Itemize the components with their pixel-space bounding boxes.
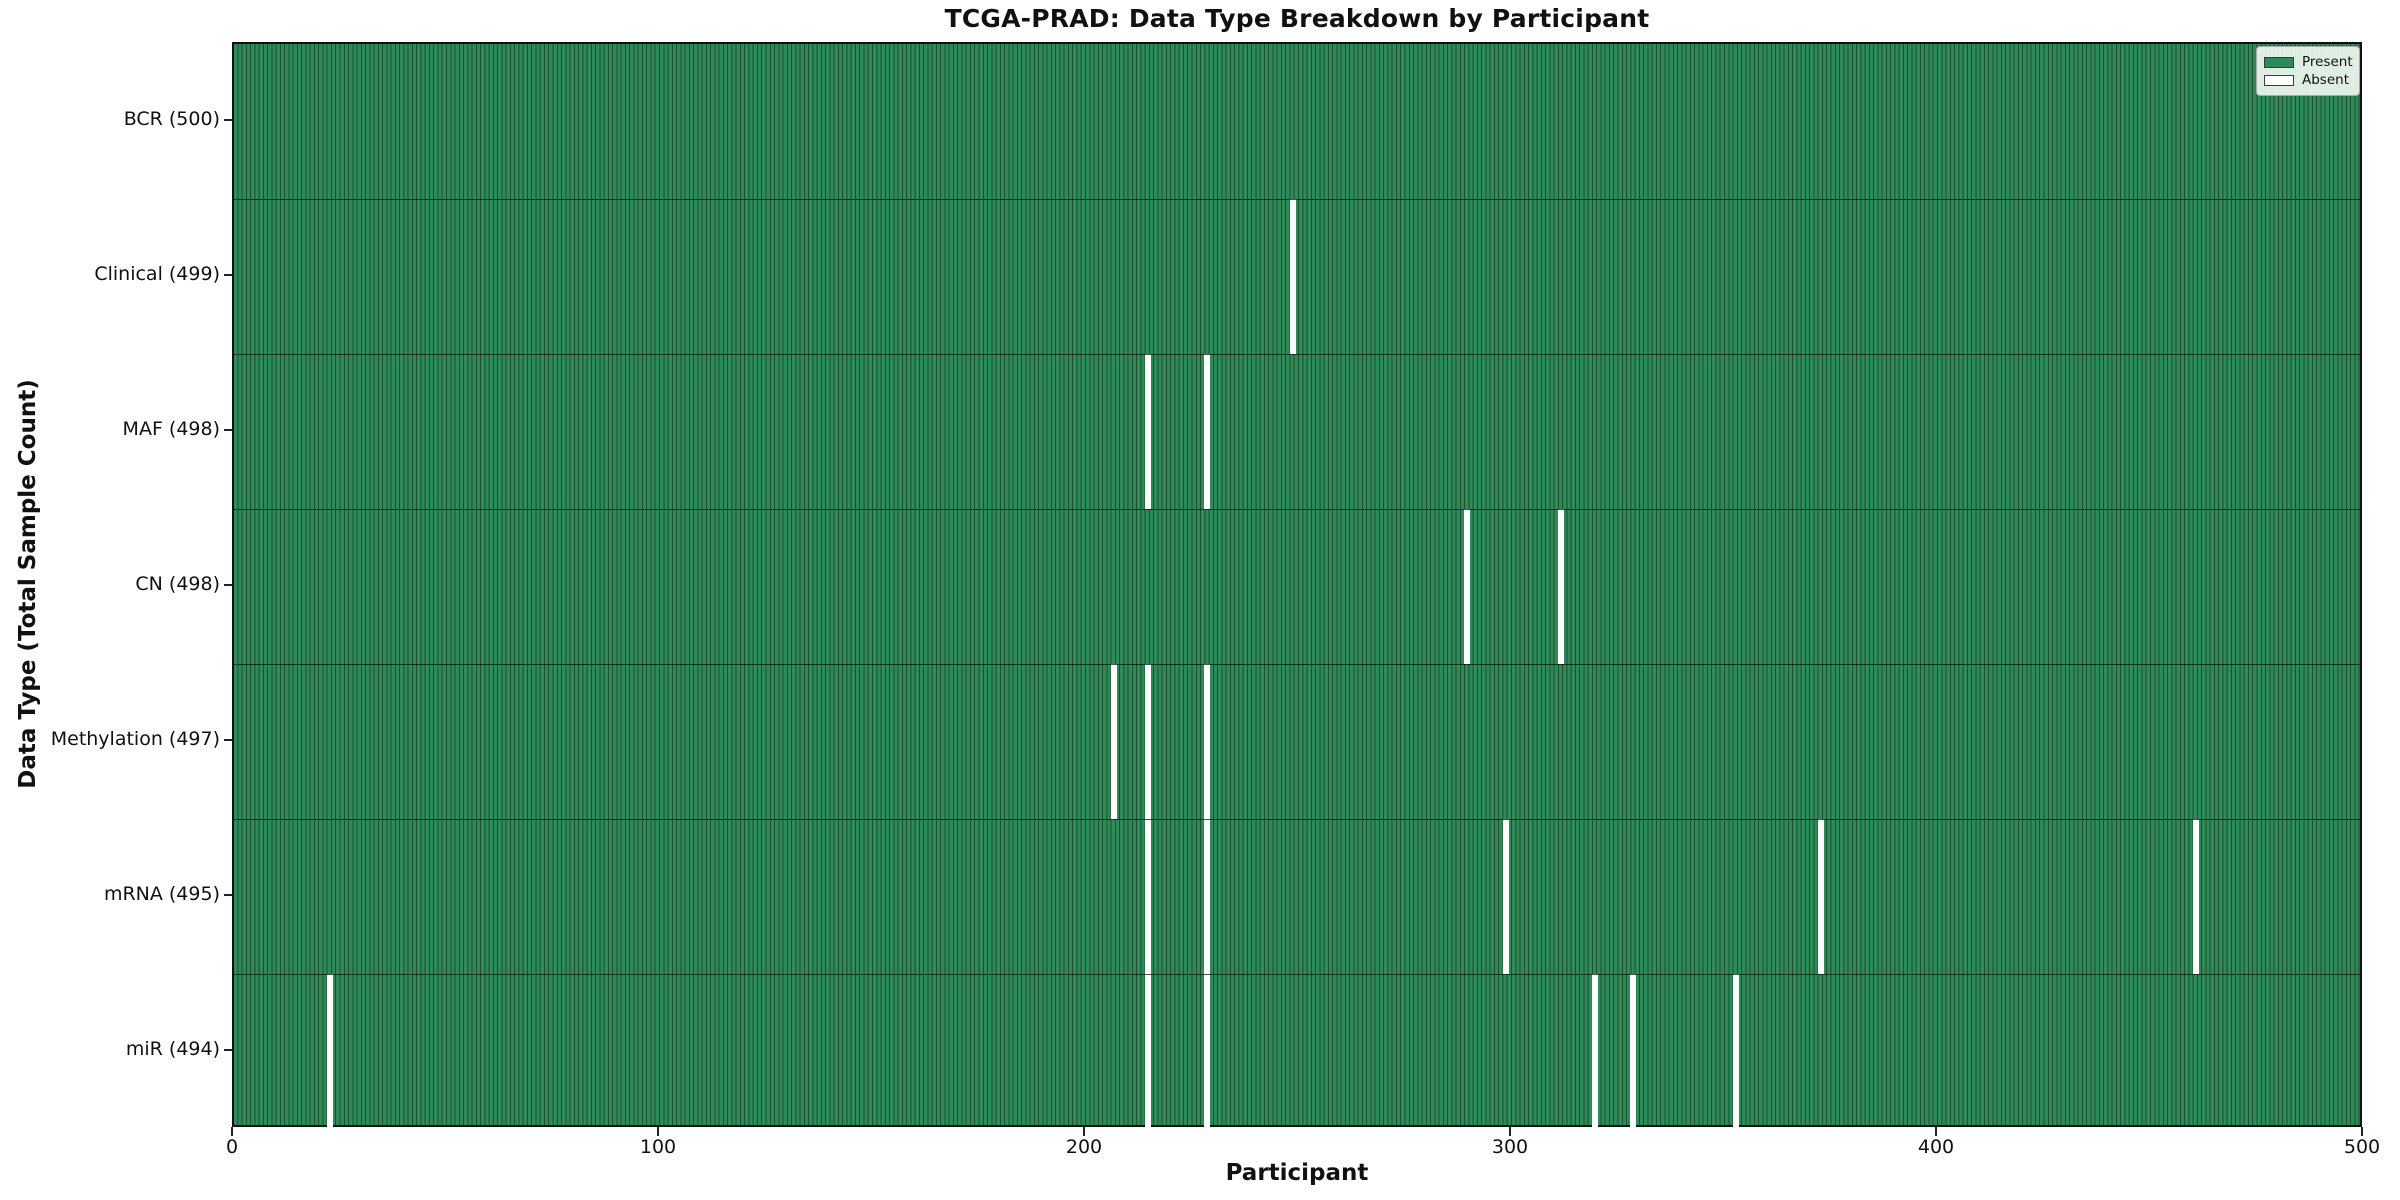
legend-item-present: Present xyxy=(2264,53,2353,71)
y-tick-label-maf: MAF (498) xyxy=(122,417,220,440)
absent-gap-mir-319 xyxy=(1592,974,1599,1129)
absent-gap-mrna-372 xyxy=(1817,819,1824,974)
y-tick-label-mrna: mRNA (495) xyxy=(103,882,220,905)
x-tick-label-200: 200 xyxy=(1065,1136,1103,1158)
absent-gap-mir-328 xyxy=(1630,974,1637,1129)
x-tick xyxy=(1935,1127,1937,1136)
y-tick xyxy=(224,738,232,741)
absent-gap-cn-289 xyxy=(1464,509,1471,664)
y-tick xyxy=(224,428,232,431)
y-tick-label-bcr: BCR (500) xyxy=(123,107,220,130)
row-boundary xyxy=(234,663,2360,665)
row-boundary xyxy=(234,508,2360,510)
absent-gap-mir-352 xyxy=(1732,974,1739,1129)
absent-gap-mrna-228 xyxy=(1204,819,1211,974)
x-tick xyxy=(1509,1127,1511,1136)
y-tick-label-methylation: Methylation (497) xyxy=(50,727,220,750)
absent-gap-mir-228 xyxy=(1204,974,1211,1129)
x-tick-label-300: 300 xyxy=(1491,1136,1529,1158)
x-tick-label-100: 100 xyxy=(639,1136,677,1158)
y-tick-label-cn: CN (498) xyxy=(135,572,220,595)
x-tick xyxy=(231,1127,233,1136)
absent-gap-mir-214 xyxy=(1144,974,1151,1129)
absent-gap-mrna-214 xyxy=(1144,819,1151,974)
absent-gap-mir-22 xyxy=(326,974,333,1129)
absent-gap-mrna-460 xyxy=(2192,819,2199,974)
absent-gap-cn-311 xyxy=(1558,509,1564,664)
y-tick xyxy=(224,1048,232,1051)
legend: Present Absent xyxy=(2256,46,2360,96)
y-tick xyxy=(224,583,232,586)
chart-title: TCGA-PRAD: Data Type Breakdown by Partic… xyxy=(944,4,1650,33)
x-axis-label: Participant xyxy=(1225,1160,1369,1186)
x-tick-label-0: 0 xyxy=(225,1136,239,1158)
absent-gap-maf-214 xyxy=(1144,354,1151,509)
y-tick xyxy=(224,893,232,896)
absent-swatch-icon xyxy=(2264,74,2294,86)
row-boundary xyxy=(234,353,2360,355)
legend-label: Absent xyxy=(2302,72,2349,88)
y-tick xyxy=(224,273,232,276)
present-swatch-icon xyxy=(2264,56,2294,68)
row-boundary xyxy=(234,818,2360,820)
row-boundary xyxy=(234,973,2360,975)
plot-area xyxy=(232,42,2362,1129)
x-tick-label-400: 400 xyxy=(1917,1136,1955,1158)
y-tick-label-clinical: Clinical (499) xyxy=(94,262,220,285)
legend-item-absent: Absent xyxy=(2264,71,2351,89)
y-tick xyxy=(224,118,232,121)
x-tick xyxy=(657,1127,659,1136)
y-tick-label-mir: miR (494) xyxy=(125,1037,220,1060)
absent-gap-methylation-206 xyxy=(1110,664,1117,819)
x-tick xyxy=(1083,1127,1085,1136)
row-boundary xyxy=(234,198,2360,200)
absent-gap-clinical-248 xyxy=(1289,199,1296,354)
legend-label: Present xyxy=(2302,54,2353,70)
absent-gap-methylation-228 xyxy=(1204,664,1211,819)
x-tick xyxy=(2361,1127,2363,1136)
absent-gap-mrna-298 xyxy=(1502,819,1509,974)
x-tick-label-500: 500 xyxy=(2343,1136,2381,1158)
absent-gap-methylation-214 xyxy=(1144,664,1151,819)
absent-gap-maf-228 xyxy=(1204,354,1211,509)
